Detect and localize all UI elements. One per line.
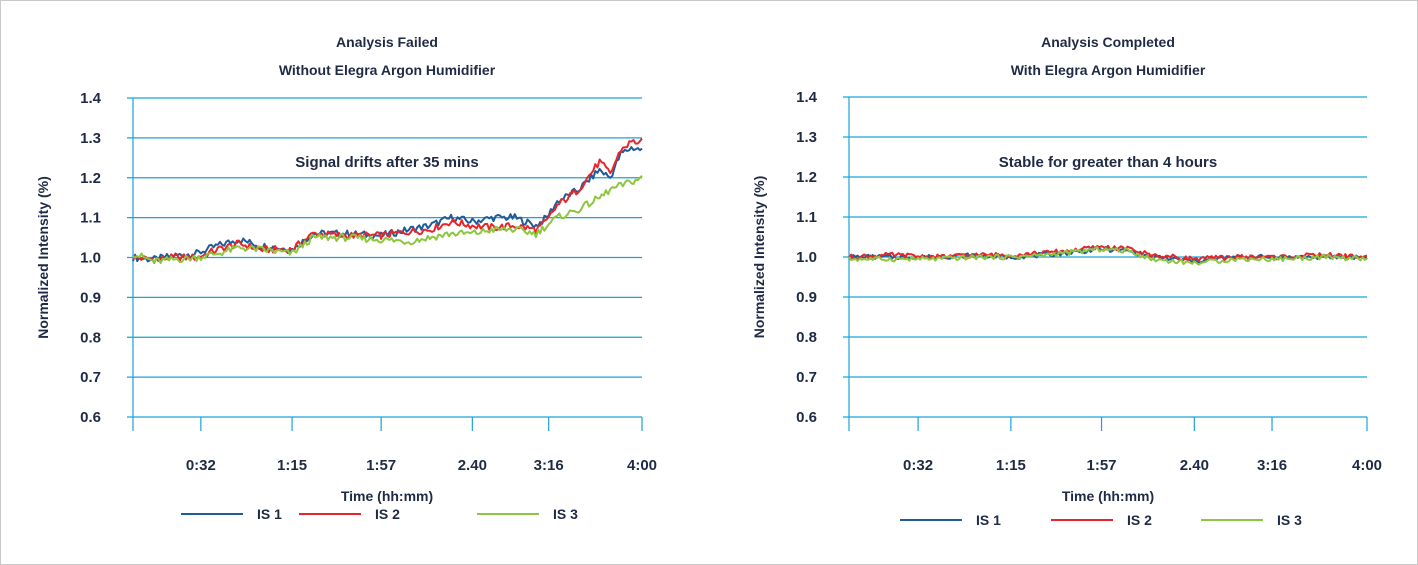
x-tick-label: 3:16: [1257, 457, 1287, 474]
y-tick-label: 1.2: [796, 169, 817, 186]
y-tick-label: 0.7: [796, 369, 817, 386]
legend-label: IS 2: [375, 506, 400, 522]
series-line-is-3: [848, 246, 1368, 266]
x-tick-label: 4:00: [627, 457, 657, 474]
chart-subtitle: With Elegra Argon Humidifier: [1011, 62, 1206, 78]
x-tick-label: 4:00: [1352, 457, 1382, 474]
series-line-is-2: [132, 137, 643, 264]
chart-title: Analysis Completed: [1041, 34, 1175, 50]
x-axis-label: Time (hh:mm): [1062, 488, 1154, 504]
chart-annotation: Signal drifts after 35 mins: [295, 154, 478, 171]
x-tick-label: 1:15: [996, 457, 1026, 474]
y-tick-label: 1.0: [796, 249, 817, 266]
y-tick-label: 1.1: [80, 210, 101, 227]
y-tick-label: 1.0: [80, 250, 101, 267]
y-axis-label: Normalized Intensity (%): [751, 176, 767, 339]
y-tick-label: 1.2: [80, 170, 101, 187]
y-tick-label: 0.9: [80, 289, 101, 306]
chart-panel-1: Analysis Failed Without Elegra Argon Humi…: [35, 34, 657, 522]
y-tick-label: 0.8: [796, 329, 817, 346]
chart-title: Analysis Failed: [336, 34, 438, 50]
legend-label: IS 3: [553, 506, 578, 522]
y-tick-label: 0.8: [80, 329, 101, 346]
legend-label: IS 1: [257, 506, 282, 522]
x-tick-label: 1:15: [277, 457, 307, 474]
legend-label: IS 3: [1277, 512, 1302, 528]
y-axis-label: Normalized Intensity (%): [35, 176, 51, 339]
x-tick-label: 3:16: [534, 457, 564, 474]
y-tick-label: 1.4: [796, 89, 818, 106]
y-tick-label: 1.3: [80, 130, 101, 147]
y-tick-label: 0.6: [796, 409, 817, 426]
y-tick-label: 0.6: [80, 409, 101, 426]
y-tick-label: 1.1: [796, 209, 817, 226]
y-tick-label: 0.7: [80, 369, 101, 386]
y-tick-label: 1.3: [796, 129, 817, 146]
chart-subtitle: Without Elegra Argon Humidifier: [279, 62, 496, 78]
x-tick-label: 0:32: [186, 457, 216, 474]
legend-label: IS 1: [976, 512, 1001, 528]
x-tick-label: 2.40: [458, 457, 487, 474]
y-tick-label: 0.9: [796, 289, 817, 306]
x-axis-label: Time (hh:mm): [341, 488, 433, 504]
x-tick-label: 1:57: [366, 457, 396, 474]
series-line-is-3: [132, 174, 643, 265]
legend-label: IS 2: [1127, 512, 1152, 528]
chart-annotation: Stable for greater than 4 hours: [999, 154, 1217, 171]
x-tick-label: 0:32: [903, 457, 933, 474]
chart-panel-2: Analysis Completed With Elegra Argon Humi…: [751, 34, 1382, 528]
y-tick-label: 1.4: [80, 90, 102, 107]
x-tick-label: 2.40: [1180, 457, 1209, 474]
x-tick-label: 1:57: [1087, 457, 1117, 474]
